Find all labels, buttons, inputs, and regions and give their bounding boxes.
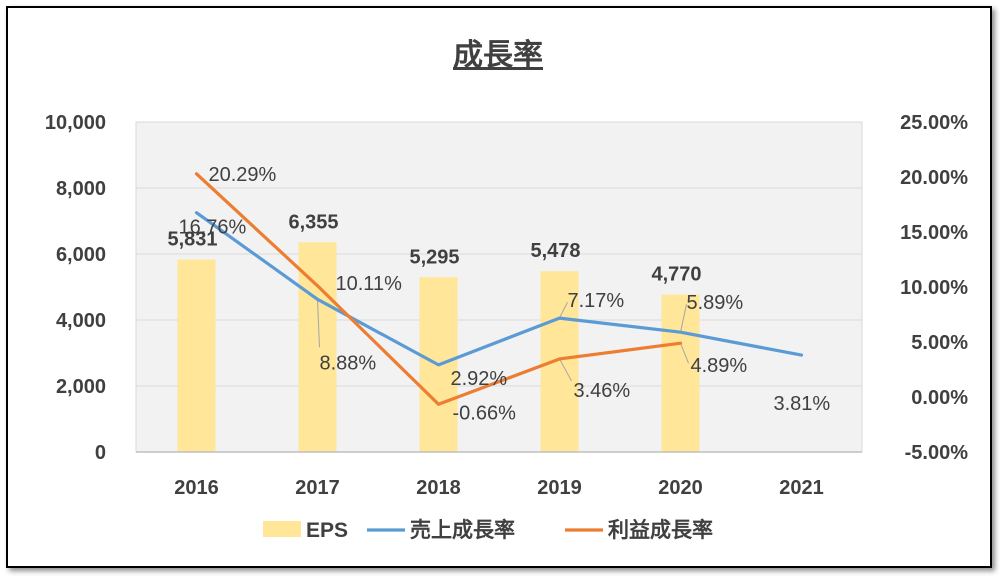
- label-leader-line: [559, 358, 572, 382]
- y-left-tick-label: 6,000: [56, 244, 106, 266]
- eps-bar: [298, 242, 337, 452]
- profit-growth-line: [194, 172, 683, 406]
- profit-growth-label: 3.46%: [574, 380, 631, 402]
- x-tick-label: 2018: [416, 477, 461, 499]
- profit-growth-label: 20.29%: [209, 164, 277, 186]
- label-leader-line: [680, 343, 689, 364]
- profit-growth-label: -0.66%: [453, 402, 517, 424]
- legend-sales-growth-label: 売上成長率: [410, 518, 515, 542]
- label-leader-line: [680, 304, 687, 333]
- eps-bar-label: 5,831: [167, 229, 217, 251]
- label-leader-line: [317, 299, 320, 348]
- eps-bar-label: 4,770: [651, 264, 701, 286]
- sales-growth-label: 8.88%: [320, 352, 377, 374]
- eps-bar: [177, 259, 216, 452]
- sales-growth-label: 2.92%: [451, 368, 508, 390]
- legend-eps-label: EPS: [306, 519, 348, 542]
- plot-area: [135, 121, 863, 453]
- sales-growth-label: 16.76%: [179, 217, 247, 239]
- profit-growth-label: 4.89%: [691, 355, 748, 377]
- label-leader-line: [559, 301, 568, 319]
- y-right-tick-label: 20.00%: [900, 167, 968, 189]
- y-left-tick-label: 2,000: [56, 376, 106, 398]
- legend-profit-growth-label: 利益成長率: [608, 518, 713, 542]
- eps-bar-label: 5,295: [409, 246, 459, 268]
- x-tick-label: 2016: [174, 477, 219, 499]
- x-tick-label: 2020: [658, 477, 703, 499]
- sales-growth-line: [194, 211, 804, 367]
- y-right-tick-label: 0.00%: [911, 387, 968, 409]
- y-right-tick-label: 5.00%: [911, 332, 968, 354]
- sales-growth-label: 3.81%: [774, 393, 831, 415]
- y-left-tick-label: 8,000: [56, 178, 106, 200]
- sales-growth-label: 7.17%: [568, 290, 625, 312]
- chart-title: 成長率: [453, 39, 543, 72]
- y-right-tick-label: 25.00%: [900, 112, 968, 134]
- x-tick-label: 2019: [537, 477, 582, 499]
- y-left-tick-label: 4,000: [56, 310, 106, 332]
- profit-growth-label: 10.11%: [336, 273, 403, 295]
- legend-eps-swatch: [263, 521, 301, 537]
- x-tick-label: 2021: [779, 477, 824, 499]
- sales-growth-label: 5.89%: [687, 292, 744, 314]
- eps-bar-label: 6,355: [288, 211, 338, 233]
- y-right-tick-label: 15.00%: [900, 222, 968, 244]
- y-right-tick-label: 10.00%: [900, 277, 968, 299]
- eps-bar-label: 5,478: [530, 240, 580, 262]
- eps-bar: [540, 271, 579, 452]
- eps-bar: [661, 294, 700, 452]
- x-tick-label: 2017: [295, 477, 340, 499]
- y-left-tick-label: 0: [95, 442, 106, 464]
- y-right-tick-label: -5.00%: [905, 442, 969, 464]
- y-left-tick-label: 10,000: [45, 112, 106, 134]
